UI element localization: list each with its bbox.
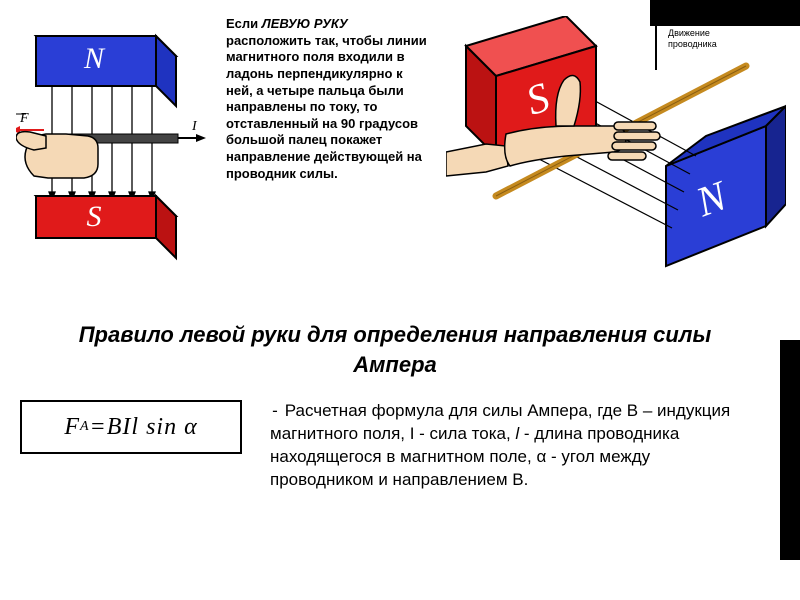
- diagram-right-svg: Движение проводника N: [446, 16, 786, 276]
- rule-text-emph: ЛЕВУЮ РУКУ: [262, 16, 348, 31]
- label-S-bottom: S: [87, 200, 102, 233]
- formula-lhs: F: [64, 414, 80, 441]
- diagram-right: Движение проводника N: [446, 16, 786, 276]
- label-motion-2: проводника: [668, 39, 717, 49]
- label-F: F: [19, 111, 29, 126]
- diagram-left: N I: [16, 26, 206, 266]
- formula-box: FA = BIl sin α: [20, 400, 242, 454]
- rule-text-prefix: Если: [226, 16, 262, 31]
- label-motion-1: Движение: [668, 28, 710, 38]
- diagram-left-svg: N I: [16, 26, 206, 266]
- rule-text-body: расположить так, чтобы линии магнитного …: [226, 33, 427, 181]
- heading: Правило левой руки для определения напра…: [40, 320, 750, 379]
- label-N-top: N: [83, 42, 106, 75]
- formula-desc: - Расчетная формула для силы Ампера, где…: [270, 400, 750, 492]
- rule-text: Если ЛЕВУЮ РУКУ расположить так, чтобы л…: [226, 16, 431, 182]
- top-row: N I: [16, 16, 784, 286]
- bullet-dash: -: [270, 400, 280, 423]
- formula-sub: A: [80, 419, 90, 435]
- decor-black-band-side: [780, 340, 800, 560]
- formula-eq: =: [90, 414, 107, 441]
- label-I: I: [191, 119, 198, 134]
- formula-rhs: BIl sin α: [107, 414, 198, 441]
